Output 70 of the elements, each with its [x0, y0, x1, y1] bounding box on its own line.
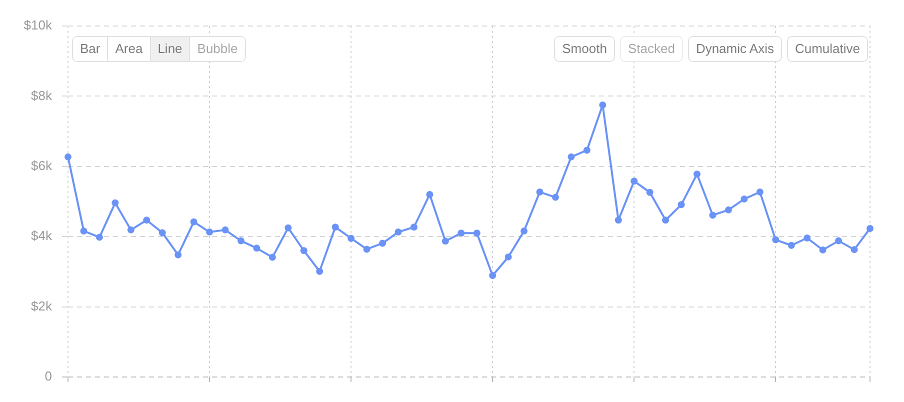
point [174, 251, 182, 258]
point [332, 224, 339, 231]
point [709, 212, 716, 219]
point [788, 242, 795, 249]
toggle-button[interactable]: Smooth [554, 36, 615, 62]
y-tick-label: $8k [31, 88, 52, 103]
point [379, 240, 386, 247]
annotation: Line [158, 41, 182, 56]
point [662, 216, 670, 224]
y-tick-label: $6k [31, 158, 52, 173]
point [772, 236, 780, 244]
annotation: Cumulative [794, 41, 860, 56]
annotation: Dynamic Axis [696, 41, 774, 56]
point [804, 234, 811, 242]
point [568, 153, 575, 160]
point [442, 238, 449, 245]
point [348, 234, 355, 242]
point [96, 234, 103, 241]
point [268, 254, 276, 261]
point [190, 218, 198, 226]
point [819, 246, 826, 254]
point [80, 227, 88, 234]
point [489, 272, 496, 280]
point [410, 224, 418, 231]
point [850, 246, 858, 254]
point [536, 188, 544, 196]
point [426, 190, 434, 198]
point [253, 244, 260, 252]
point [112, 199, 119, 206]
annotation: Stacked [628, 41, 675, 56]
point [504, 253, 512, 260]
point [520, 227, 528, 234]
point [300, 247, 308, 254]
y-tick-label: $4k [31, 228, 52, 244]
point [206, 228, 214, 236]
point [127, 226, 134, 234]
point [473, 230, 480, 237]
point [599, 101, 606, 108]
point [614, 216, 622, 224]
point [64, 153, 72, 160]
point [316, 268, 324, 275]
y-tick-label: $2k [31, 298, 52, 314]
annotation: Area [115, 41, 143, 56]
annotation: Smooth [562, 41, 607, 56]
toggle-button[interactable]: Line [150, 37, 190, 61]
point [458, 230, 465, 237]
point [646, 188, 654, 196]
point [363, 246, 370, 253]
point [552, 194, 559, 201]
point [724, 206, 732, 214]
point [284, 224, 292, 232]
annotation: Bubble [197, 41, 238, 56]
point [222, 226, 229, 234]
point [740, 196, 748, 203]
y-tick-label: 0 [44, 368, 52, 384]
point [158, 229, 166, 236]
annotation: Bar [80, 41, 100, 56]
point [394, 228, 402, 236]
point [678, 201, 685, 208]
point [694, 170, 701, 178]
toggle-button[interactable]: Cumulative [786, 36, 868, 62]
point [143, 216, 150, 224]
y-tick-label: $10k [24, 18, 52, 33]
point [756, 188, 764, 196]
point [583, 146, 590, 154]
point [866, 225, 874, 232]
point [835, 237, 842, 244]
point [630, 178, 638, 185]
toggle-button[interactable]: Dynamic Axis [688, 36, 782, 62]
point [237, 237, 244, 244]
